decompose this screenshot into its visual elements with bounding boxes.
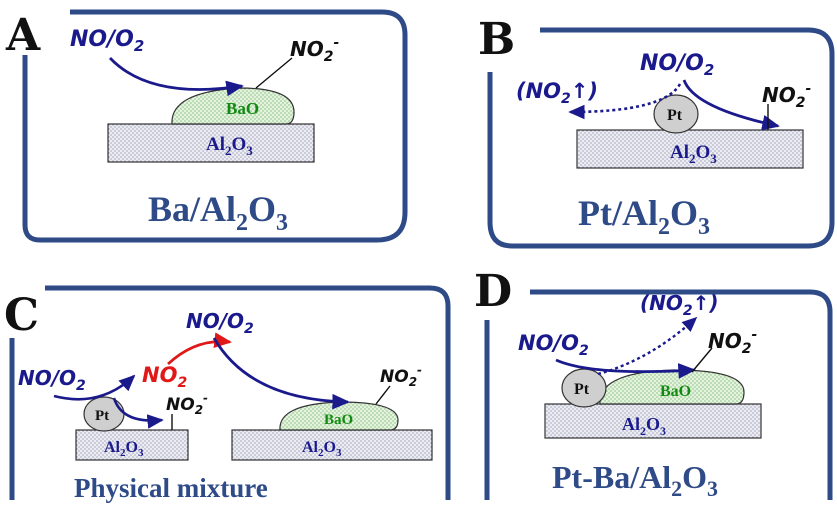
panel-c-oxidation-arrow xyxy=(53,374,136,401)
panel-d-letter: D xyxy=(474,266,512,317)
panel-d-frame xyxy=(484,289,833,500)
panel-a-support xyxy=(107,123,315,163)
panel-d-caption: Pt-Ba/Al2O3 xyxy=(552,459,718,501)
panel-c-right-support-label: Al2O3 xyxy=(302,439,342,459)
panel-a-nitrite-bond xyxy=(255,57,293,89)
panel-b-pt-particle xyxy=(653,94,699,134)
panel-c-product-left-label: NO2- xyxy=(166,391,208,417)
panel-d-product-label: NO2- xyxy=(708,327,758,357)
panel-c-bao xyxy=(279,401,399,431)
panel-b-product-label: NO2- xyxy=(762,81,812,111)
panel-c: C Al2O3 Pt Al2O3 BaO NO/O2 NO2 NO/O2 NO2… xyxy=(4,285,451,503)
panel-d-bao-label: BaO xyxy=(660,383,691,400)
panel-d-reactant-label: NO/O2 xyxy=(518,331,589,359)
panel-c-pt-label: Pt xyxy=(95,408,109,424)
panel-c-right-nitrite-bond xyxy=(375,385,391,405)
panel-c-bao-arrow xyxy=(212,337,350,410)
panel-c-caption: Physical mixture xyxy=(74,473,268,503)
panel-d-nitrite-bond xyxy=(691,347,713,373)
panel-b-reactant-label: NO/O2 xyxy=(640,51,714,79)
panel-c-letter: C xyxy=(4,290,39,341)
panel-b-gas-out-label: (NO2↑) xyxy=(516,79,598,107)
panel-d-gas-out-label: (NO2↑) xyxy=(640,291,719,319)
panel-d-oxidation-arrow xyxy=(555,358,696,379)
panel-d-bao xyxy=(599,369,745,405)
panel-d: D Al2O3 BaO Pt NO/O2 (NO2↑) NO2- Pt-Ba/A… xyxy=(474,266,833,501)
panel-d-support xyxy=(544,403,762,439)
panel-b-pt-label: Pt xyxy=(667,107,683,124)
panel-a-letter: A xyxy=(5,10,41,61)
panel-c-reactant-top-label: NO/O2 xyxy=(186,309,254,337)
panel-d-desorption-arrow xyxy=(597,316,698,376)
panel-b-desorption-arrow xyxy=(568,83,682,120)
panel-b-oxidation-arrow xyxy=(682,79,780,131)
panel-c-pt-storage-arrow xyxy=(112,397,164,429)
panel-c-left-support xyxy=(75,429,189,461)
panel-b-support-label: Al2O3 xyxy=(670,142,717,166)
panel-a-reactant-label: NO/O2 xyxy=(70,27,144,55)
panel-c-frame xyxy=(9,285,451,500)
panel-d-pt-label: Pt xyxy=(574,381,590,398)
panel-d-support-label: Al2O3 xyxy=(622,414,666,438)
panel-a: A Al2O3 BaO NO/O2 NO2- Ba/Al2O3 xyxy=(5,9,408,243)
panel-c-left-support-label: Al2O3 xyxy=(104,439,144,459)
panel-b-letter: B xyxy=(478,14,515,65)
panel-b-caption: Pt/Al2O3 xyxy=(578,193,710,240)
panel-a-caption: Ba/Al2O3 xyxy=(148,189,288,236)
panel-a-frame xyxy=(22,9,408,243)
panel-c-bao-label: BaO xyxy=(324,412,353,428)
panel-c-product-right-label: NO2- xyxy=(380,363,422,389)
panel-b-support xyxy=(576,129,804,169)
panel-c-reactant-left-label: NO/O2 xyxy=(18,366,86,394)
panel-c-transfer-arrow xyxy=(167,332,232,366)
panel-a-bao-label: BaO xyxy=(226,99,259,118)
panel-a-product-label: NO2- xyxy=(290,35,340,65)
panel-b-frame xyxy=(487,27,835,249)
panel-a-adsorption-arrow xyxy=(108,57,244,97)
panel-a-support-label: Al2O3 xyxy=(206,134,253,158)
panel-a-bao xyxy=(171,87,295,125)
panel-b: B Al2O3 Pt NO/O2 (NO2↑) NO2- Pt/Al2O3 xyxy=(478,14,835,249)
panel-c-intermediate-label: NO2 xyxy=(142,363,187,391)
